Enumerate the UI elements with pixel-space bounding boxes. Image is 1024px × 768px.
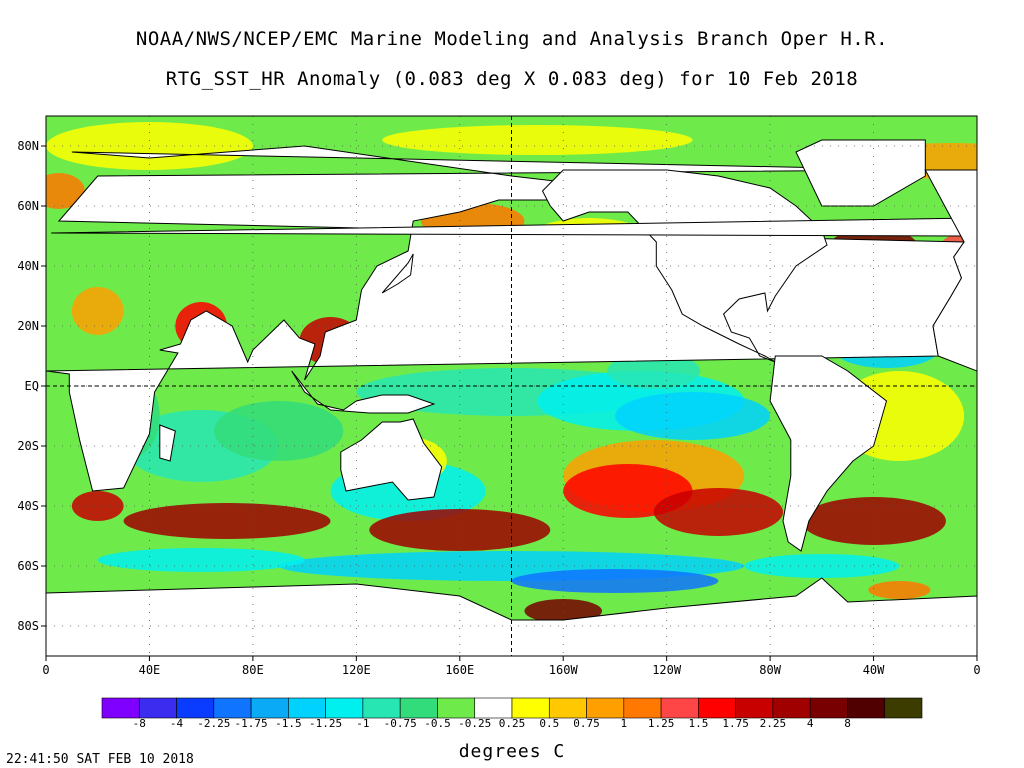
colorbar-swatch	[511, 697, 550, 719]
colorbar-label: 1.25	[647, 717, 675, 730]
anomaly-region	[369, 509, 551, 551]
anomaly-region	[46, 122, 253, 170]
colorbar-label: -2.25	[197, 717, 231, 730]
colorbar-label: 0.25	[498, 717, 526, 730]
colorbar-swatch	[250, 697, 289, 719]
colorbar-swatch	[101, 697, 140, 719]
timestamp: 22:41:50 SAT FEB 10 2018	[6, 752, 194, 767]
anomaly-region	[214, 401, 344, 461]
anomaly-region	[46, 173, 85, 209]
title-line-2: RTG_SST_HR Anomaly (0.083 deg X 0.083 de…	[165, 68, 859, 90]
lon-tick-label: 80W	[759, 663, 781, 677]
map-gridlines	[46, 116, 977, 656]
colorbar-label: -0.5	[424, 717, 451, 730]
colorbar-swatch	[548, 697, 587, 719]
land-australia	[340, 418, 443, 501]
lon-tick-label: 40E	[139, 663, 161, 677]
colorbar-swatch	[213, 697, 252, 719]
colorbar-label: -8	[132, 717, 146, 730]
colorbar-label: -1	[356, 717, 370, 730]
colorbar-swatch	[138, 697, 177, 719]
colorbar-label: -4	[169, 717, 184, 730]
title-line-1: NOAA/NWS/NCEP/EMC Marine Modeling and An…	[135, 28, 889, 50]
colorbar-label: 0.75	[573, 717, 600, 730]
colorbar-swatch	[884, 697, 923, 719]
lat-tick-label: 60S	[17, 559, 39, 573]
anomaly-region	[511, 569, 719, 593]
colorbar-label: -1.25	[309, 717, 343, 730]
lat-tick-label: 20S	[17, 439, 39, 453]
colorbar-label: -1.75	[234, 717, 268, 730]
land-europe-africa-wrap	[924, 169, 977, 372]
lon-tick-label: 120W	[652, 663, 682, 677]
land-greenland	[795, 139, 926, 207]
colorbar-swatch	[437, 697, 476, 719]
anomaly-region	[71, 491, 124, 521]
lat-tick-label: 20N	[17, 319, 39, 333]
colorbar-swatch	[399, 697, 438, 719]
colorbar-label: -0.75	[383, 717, 417, 730]
colorbar-swatch	[735, 697, 774, 719]
colorbar-label: 8	[844, 717, 851, 730]
colorbar-label: 4	[806, 717, 814, 730]
anomaly-region	[614, 392, 771, 440]
colorbar-label: 0.5	[539, 717, 560, 730]
land-japan	[381, 253, 414, 294]
colorbar-swatch	[698, 697, 736, 719]
anomaly-region	[607, 353, 701, 389]
colorbar-label: 2.25	[759, 717, 787, 730]
lon-tick-label: 80E	[242, 663, 264, 677]
lon-tick-label: 40W	[863, 663, 885, 677]
lon-tick-label: 0	[42, 663, 49, 677]
anomaly-region	[97, 548, 305, 572]
colorbar-swatch	[809, 697, 848, 719]
lat-tick-label: 40S	[17, 499, 39, 513]
anomaly-region	[801, 497, 946, 545]
colorbar-swatch	[847, 697, 886, 719]
anomaly-region	[524, 599, 603, 623]
lon-tick-label: 160E	[445, 663, 474, 677]
colorbar-swatch	[325, 697, 364, 719]
colorbar-swatch	[474, 697, 513, 719]
anomaly-region	[744, 554, 900, 578]
colorbar-swatch	[288, 697, 326, 719]
colorbar-swatch	[362, 697, 401, 719]
anomaly-region	[123, 503, 331, 539]
lat-tick-label: EQ	[25, 379, 39, 393]
colorbar-swatch	[660, 697, 699, 719]
lat-tick-label: 80S	[17, 619, 39, 633]
lon-tick-label: 0	[973, 663, 980, 677]
land-south-america	[769, 355, 888, 552]
lat-tick-label: 40N	[17, 259, 39, 273]
anomaly-region	[653, 488, 784, 536]
colorbar-label: 1.75	[722, 717, 749, 730]
lon-tick-label: 160W	[549, 663, 579, 677]
units-label: degrees C	[458, 741, 566, 762]
lon-tick-label: 120E	[342, 663, 371, 677]
colorbar-swatch	[176, 697, 215, 719]
colorbar-label: -1.5	[275, 717, 302, 730]
colorbar-swatch	[772, 697, 811, 719]
land-north-america	[541, 169, 828, 363]
lat-tick-label: 80N	[17, 139, 39, 153]
anomaly-region	[868, 581, 931, 599]
colorbar-label: 1	[620, 717, 628, 730]
land-indonesia	[291, 370, 436, 414]
lat-tick-label: 60N	[17, 199, 39, 213]
land-masses	[46, 139, 977, 656]
map-axes: 0 40E 80E 120E 160E 160W 120W 80W 40W 0 80N 60N 40N 2…	[17, 139, 980, 677]
land-antarctica	[46, 577, 977, 656]
colorbar-label: 1.5	[688, 717, 709, 730]
colorbar-swatch	[586, 697, 625, 719]
anomaly-region	[382, 125, 693, 155]
anomaly-region	[71, 287, 124, 335]
colorbar	[101, 697, 923, 719]
colorbar-swatch	[623, 697, 662, 719]
colorbar-label: -0.25	[458, 717, 492, 730]
land-madagascar	[159, 424, 176, 462]
